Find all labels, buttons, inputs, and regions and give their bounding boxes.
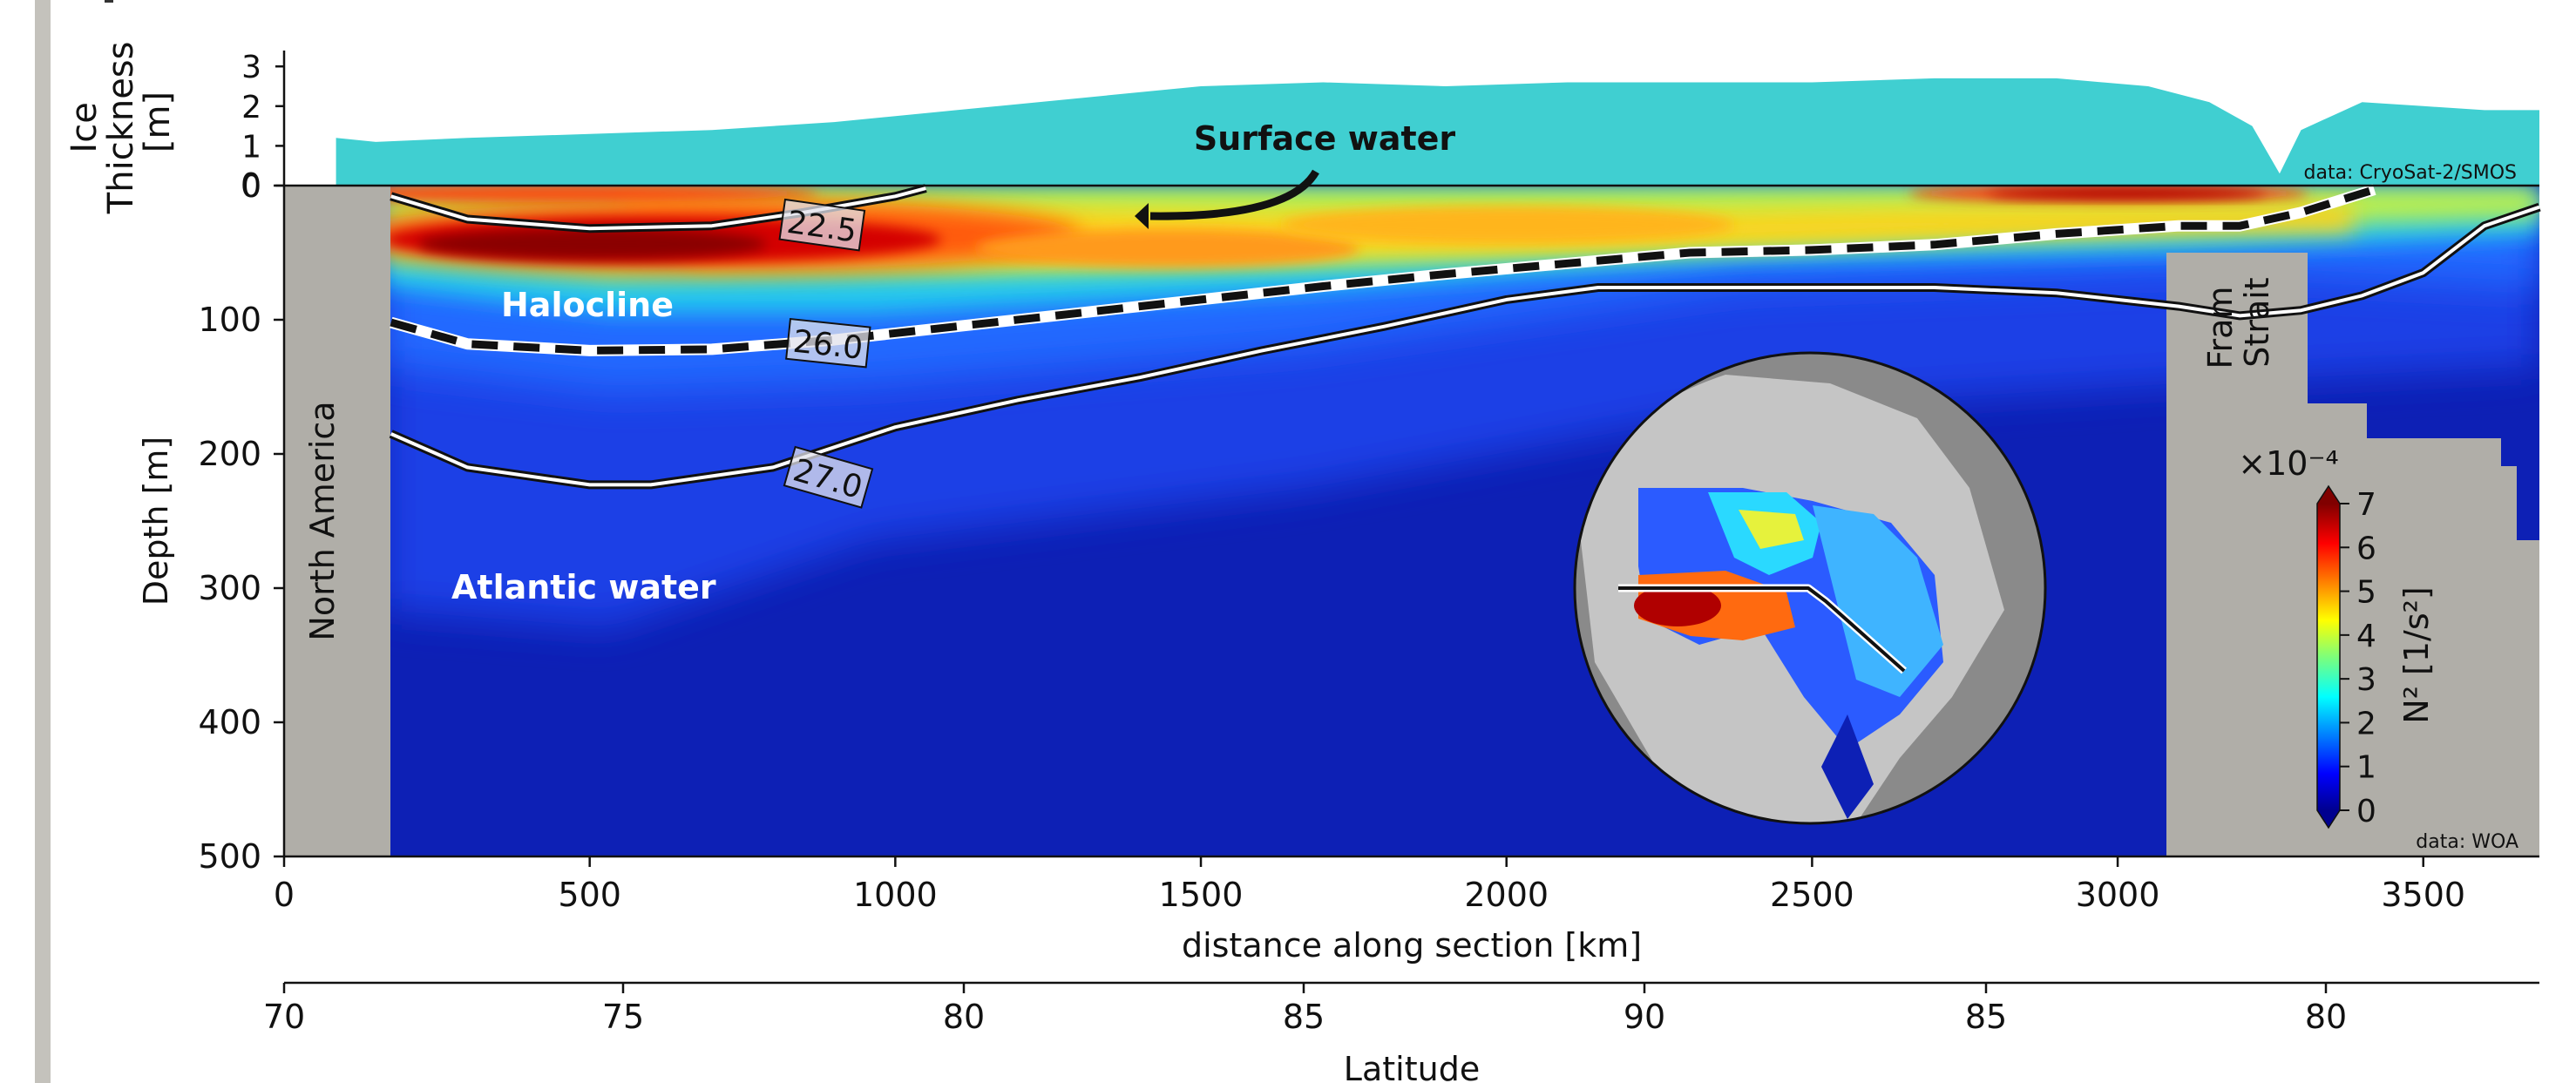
sidebar-stripe xyxy=(35,0,51,1083)
section-ticks: 0 500 1000 1500 2000 2500 3000 3500010020030040… xyxy=(198,166,2465,914)
isopycnals: 22.526.027.0 xyxy=(389,184,2541,509)
isopycnal-label: 22.5 xyxy=(778,198,866,252)
isopycnal-label-box xyxy=(783,445,874,509)
latitude-tick-label: 75 xyxy=(602,998,644,1036)
ice-source-note: data: CryoSat-2/SMOS xyxy=(2304,162,2518,184)
colorbar-extend-top xyxy=(2317,486,2340,504)
isopycnal-label-box xyxy=(778,198,866,252)
latitude-tick-label: 80 xyxy=(943,998,985,1036)
isopycnal-label: 26.0 xyxy=(785,317,871,369)
land-fram-strait xyxy=(2166,253,2539,856)
section-x-tick-label: 3000 xyxy=(2076,876,2160,914)
section-x-tick-label: 3500 xyxy=(2381,876,2465,914)
surface-water-arrow xyxy=(1149,169,1319,220)
annotation-halocline: Halocline xyxy=(501,286,674,324)
isopycnal-solid xyxy=(390,186,926,231)
label-fram-strait-line1: Fram xyxy=(2201,287,2240,369)
field-orange-patch xyxy=(976,229,1359,267)
latitude-tick-label: 70 xyxy=(263,998,305,1036)
colorbar-tick-label: 1 xyxy=(2356,750,2376,786)
field-surface-darkred xyxy=(1987,188,2266,199)
ice-thickness-area xyxy=(336,78,2539,186)
isopycnal-label-text: 26.0 xyxy=(791,324,864,367)
field-darkred-core xyxy=(418,228,767,260)
colorbar-scale-label: ×10⁻⁴ xyxy=(2238,444,2338,483)
section-source-note: data: WOA xyxy=(2416,831,2518,853)
latitude-tick-label: 80 xyxy=(2305,998,2347,1036)
ice-y-label-line2: Thickness xyxy=(101,42,141,215)
field-orange-patch-2 xyxy=(1281,206,1734,244)
ice-y-ticks: 0 1 2 3 xyxy=(241,50,284,205)
colorbar-tick-label: 3 xyxy=(2356,662,2376,698)
section-x-tick-label: 2000 xyxy=(1464,876,1549,914)
section-x-tick-label: 500 xyxy=(558,876,621,914)
inset-n2-red xyxy=(1634,585,1721,626)
inset-map xyxy=(1573,351,2047,825)
ice-y-tick-label: 2 xyxy=(241,90,261,125)
label-fram-strait: Fram Strait xyxy=(2201,275,2276,369)
section-panel: 22.526.027.0 Surface water Halocline Atl… xyxy=(137,119,2541,965)
latitude-tick-label: 85 xyxy=(1965,998,2007,1036)
section-y-label: Depth [m] xyxy=(137,437,175,606)
colorbar-gradient xyxy=(2317,504,2340,810)
colorbar-tick-label: 0 xyxy=(2356,794,2376,829)
inset-circle-outline xyxy=(1573,351,2047,825)
latitude-tick-label: 85 xyxy=(1283,998,1325,1036)
colorbar-tick-label: 6 xyxy=(2356,531,2376,566)
isopycnal-label-box xyxy=(785,317,871,369)
land-north-america xyxy=(284,186,390,856)
section-x-tick-label: 2500 xyxy=(1770,876,1854,914)
ice-thickness-panel: 0 1 2 3 Ice Thickness [m] data: CryoSat-2/S… xyxy=(64,30,2539,214)
inset-n2-yellow xyxy=(1739,510,1804,549)
ice-y-tick-label: 1 xyxy=(241,129,261,165)
section-y-tick-label: 100 xyxy=(198,301,261,339)
section-x-tick-label: 1500 xyxy=(1159,876,1244,914)
colorbar: ×10⁻⁴ 0 1 2 3 4 5 6 7 N² [1/s²] xyxy=(2238,444,2436,829)
colorbar-ticks: 0 1 2 3 4 5 6 7 xyxy=(2340,487,2376,829)
latitude-ticks: 70 75 80 85 90 85 80 xyxy=(263,983,2347,1036)
section-y-tick-label: 200 xyxy=(198,435,261,473)
section-x-tick-label: 1000 xyxy=(853,876,938,914)
section-x-tick-label: 0 xyxy=(274,876,295,914)
section-y-tick-label: 0 xyxy=(241,166,261,205)
latitude-axis: 70 75 80 85 90 85 80 Latitude xyxy=(263,981,2539,1083)
isopycnal-dashed xyxy=(390,186,2376,355)
inset-n2-deep xyxy=(1821,714,1874,819)
ice-y-label-line1: Ice xyxy=(64,102,105,152)
label-fram-strait-line2: Strait xyxy=(2238,277,2276,367)
ice-y-tick-label: 3 xyxy=(241,50,261,85)
latitude-tick-label: 90 xyxy=(1624,998,1665,1036)
ice-y-tick-label: 0 xyxy=(241,169,261,205)
colorbar-tick-label: 5 xyxy=(2356,575,2376,611)
section-y-tick-label: 400 xyxy=(198,703,261,741)
colorbar-label: N² [1/s²] xyxy=(2397,586,2436,723)
top-tick-mark xyxy=(105,0,113,3)
inset-n2-lightblue xyxy=(1813,505,1943,697)
annotation-atlantic-water: Atlantic water xyxy=(451,568,716,606)
field-surface-red-left xyxy=(284,186,819,202)
ice-y-label-line3: [m] xyxy=(138,91,178,152)
isopycnal-solid xyxy=(390,205,2540,487)
colorbar-extend-bottom xyxy=(2317,810,2340,828)
section-y-tick-label: 300 xyxy=(198,569,261,607)
colorbar-tick-label: 7 xyxy=(2356,487,2376,523)
annotation-surface-water: Surface water xyxy=(1194,119,1456,158)
surface-water-arrowhead xyxy=(1135,203,1149,229)
latitude-label: Latitude xyxy=(1344,1050,1480,1083)
inset-track xyxy=(1618,586,1906,673)
section-x-label: distance along section [km] xyxy=(1182,926,1642,965)
ice-y-label: Ice Thickness [m] xyxy=(64,30,178,214)
label-north-america: North America xyxy=(303,401,342,640)
colorbar-tick-label: 2 xyxy=(2356,706,2376,741)
section-y-tick-label: 500 xyxy=(198,837,261,876)
colorbar-tick-label: 4 xyxy=(2356,619,2376,654)
